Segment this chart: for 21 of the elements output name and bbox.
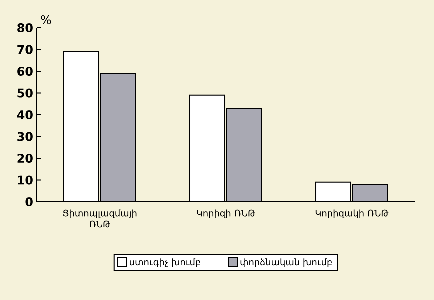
y-tick-label: 60 <box>18 66 33 76</box>
legend-label: փորձնական խումբ <box>240 258 332 268</box>
x-tick-label: Կորիզի ՌՆԹ <box>197 210 256 218</box>
x-tick-label: Ցիտոպլազմայի ՌՆԹ <box>63 210 137 228</box>
bar <box>64 52 100 202</box>
bar <box>227 108 262 202</box>
bar <box>100 74 136 202</box>
y-axis-title: % <box>41 15 52 24</box>
legend-label: ստուգիչ խումբ <box>130 258 200 268</box>
bar <box>190 95 226 202</box>
y-tick-label: 40 <box>17 110 33 120</box>
y-tick-label: 50 <box>18 88 33 98</box>
x-tick-label: Կորիզակի ՌՆԹ <box>316 210 389 218</box>
bar <box>352 184 388 202</box>
y-tick-label: 20 <box>18 154 33 164</box>
y-tick-label: 0 <box>26 197 33 207</box>
y-tick-label: 80 <box>18 23 33 33</box>
y-tick-label: 10 <box>18 176 33 185</box>
bar <box>316 182 352 202</box>
y-tick-label: 70 <box>18 45 33 54</box>
y-tick-label: 30 <box>18 132 33 142</box>
